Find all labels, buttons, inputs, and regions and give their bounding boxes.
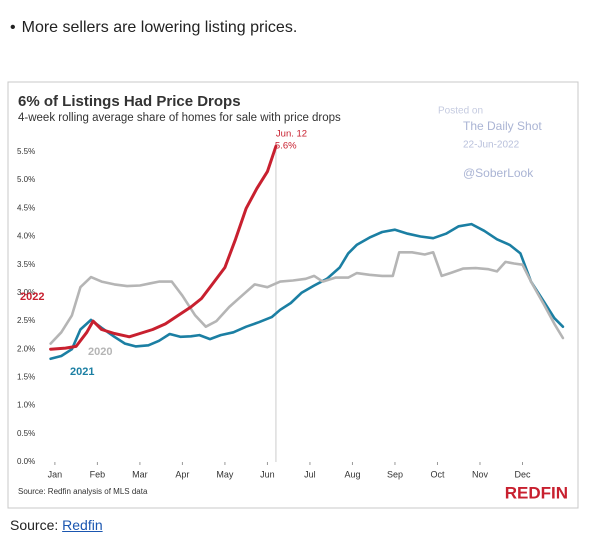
x-tick-label: Aug — [344, 469, 360, 479]
x-tick-label: May — [216, 469, 234, 479]
watermark: @SoberLook — [463, 166, 534, 180]
series-label: 2022 — [20, 291, 44, 303]
y-tick-label: 1.0% — [17, 401, 35, 410]
x-tick-label: Oct — [430, 469, 445, 479]
source-link[interactable]: Redfin — [62, 517, 103, 533]
y-tick-label: 4.0% — [17, 232, 35, 241]
brand-logo: REDFIN — [505, 483, 568, 502]
x-tick-label: Nov — [472, 469, 489, 479]
chart-frame — [7, 81, 579, 509]
x-tick-label: Jun — [260, 469, 275, 479]
y-tick-label: 0.5% — [17, 429, 35, 438]
series-line — [49, 144, 278, 351]
y-tick-label: 1.5% — [17, 373, 35, 382]
x-tick-label: Feb — [90, 469, 106, 479]
x-tick-label: Jan — [48, 469, 63, 479]
chart-subtitle: 4-week rolling average share of homes fo… — [18, 112, 341, 124]
watermark: Posted on — [438, 106, 483, 117]
series-line — [49, 251, 565, 345]
x-tick-label: Apr — [175, 469, 189, 479]
y-tick-label: 5.0% — [17, 175, 35, 184]
x-tick-label: Dec — [514, 469, 531, 479]
annotation-date: Jun. 12 — [276, 129, 307, 140]
series-line — [49, 222, 565, 361]
annotation-value: 5.6% — [275, 141, 297, 152]
y-tick-label: 5.5% — [17, 147, 35, 156]
chart-title: 6% of Listings Had Price Drops — [18, 93, 241, 110]
y-tick-label: 3.0% — [17, 288, 35, 297]
x-tick-label: Sep — [387, 469, 403, 479]
source-line: Source: Redfin — [10, 517, 103, 533]
source-label: Source: — [10, 517, 59, 533]
watermark: 22-Jun-2022 — [463, 140, 520, 151]
x-tick-label: Jul — [304, 469, 316, 479]
series-label: 2020 — [88, 346, 112, 358]
y-tick-label: 2.0% — [17, 344, 35, 353]
bullet-text: More sellers are lowering listing prices… — [10, 19, 298, 37]
y-tick-label: 4.5% — [17, 203, 35, 212]
x-tick-label: Mar — [132, 469, 148, 479]
y-tick-label: 3.5% — [17, 260, 35, 269]
footnote: Source: Redfin analysis of MLS data — [18, 487, 148, 496]
y-tick-label: 2.5% — [17, 316, 35, 325]
watermark: The Daily Shot — [463, 119, 542, 133]
series-label: 2021 — [70, 366, 94, 378]
y-tick-label: 0.0% — [17, 457, 35, 466]
